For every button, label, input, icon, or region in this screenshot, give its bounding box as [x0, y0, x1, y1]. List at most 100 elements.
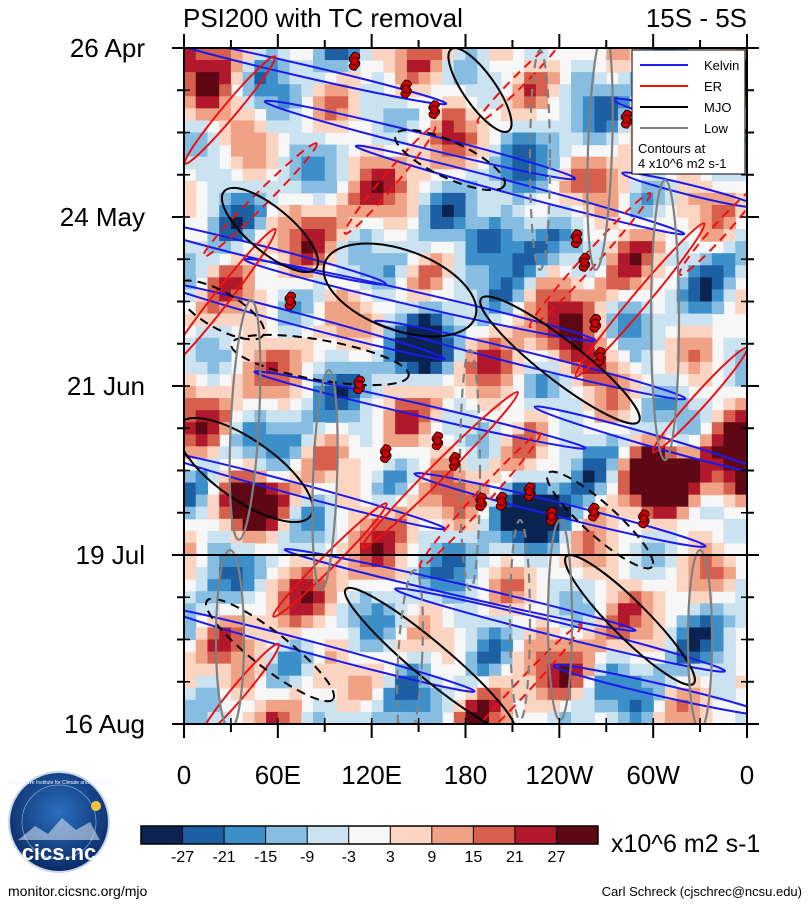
shading-cell	[735, 289, 747, 303]
shading-cell	[500, 482, 514, 496]
shading-cell	[395, 542, 408, 556]
shading-cell	[477, 72, 490, 85]
shading-cell	[195, 482, 209, 496]
shading-cell	[242, 458, 255, 472]
shading-cell	[617, 675, 631, 689]
shading-cell	[676, 579, 689, 592]
shading-cell	[606, 241, 619, 254]
shading-cell	[500, 132, 514, 146]
shading-cell	[324, 530, 338, 544]
shading-cell	[559, 301, 572, 315]
shading-cell	[371, 156, 384, 170]
shading-cell	[383, 675, 396, 689]
shading-cell	[442, 699, 455, 713]
shading-cell	[617, 60, 631, 73]
y-tick-label: 19 Jul	[76, 540, 145, 570]
shading-cell	[676, 627, 689, 641]
shading-cell	[477, 277, 490, 291]
shading-cell	[524, 567, 537, 580]
shading-cell	[313, 518, 326, 532]
shading-cell	[371, 180, 384, 194]
mjo-contour	[343, 586, 517, 724]
shading-cell	[571, 349, 584, 363]
shading-cell	[723, 603, 736, 616]
shading-cell	[301, 542, 314, 556]
shading-cell	[348, 699, 361, 713]
shading-cell	[559, 313, 572, 327]
shading-cell	[582, 530, 596, 544]
shading-cell	[664, 542, 678, 556]
shading-cell	[535, 639, 549, 653]
shading-cell	[219, 313, 232, 327]
shading-cell	[336, 434, 349, 447]
colorbar-swatch	[473, 826, 516, 844]
shading-cell	[383, 530, 396, 544]
shading-cell	[254, 168, 267, 182]
shading-cell	[242, 530, 255, 544]
shading-cell	[617, 156, 631, 170]
shading-cell	[465, 373, 478, 387]
shading-cell	[653, 627, 666, 641]
shading-cell	[418, 313, 431, 327]
shading-cell	[406, 651, 420, 665]
shading-cell	[254, 120, 267, 134]
shading-cell	[547, 72, 560, 85]
shading-cell	[184, 699, 197, 713]
shading-cell	[571, 458, 584, 472]
shading-cell	[617, 482, 631, 496]
shading-cell	[266, 422, 279, 435]
shading-cell	[641, 470, 654, 484]
shading-cell	[266, 156, 279, 170]
shading-cell	[500, 48, 514, 61]
shading-cell	[442, 156, 455, 170]
shading-cell	[383, 313, 396, 327]
shading-cell	[313, 361, 326, 375]
shading-cell	[547, 204, 560, 218]
shading-cell	[653, 325, 666, 339]
shading-cell	[688, 313, 701, 327]
shading-cell	[442, 313, 455, 327]
shading-cell	[700, 615, 713, 629]
shading-cell	[488, 675, 502, 689]
shading-cell	[430, 639, 443, 653]
shading-cell	[453, 615, 467, 629]
shading-cell	[453, 253, 467, 266]
shading-cell	[488, 229, 502, 242]
shading-cell	[512, 108, 525, 122]
cicsnc-logo: Cooperative Institute for Climate and Sa…	[8, 771, 111, 873]
shading-cell	[688, 603, 701, 616]
shading-cell	[184, 108, 197, 122]
footer-url[interactable]: monitor.cicsnc.org/mjo	[8, 883, 147, 899]
shading-cell	[383, 470, 396, 484]
shading-cell	[617, 687, 631, 701]
shading-cell	[254, 579, 267, 592]
shading-cell	[289, 144, 302, 158]
shading-cell	[711, 639, 725, 653]
shading-cell	[406, 349, 420, 363]
shading-cell	[230, 72, 244, 85]
tc-marker	[379, 444, 392, 464]
shading-cell	[582, 458, 596, 472]
shading-cell	[289, 518, 302, 532]
shading-cell	[653, 542, 666, 556]
shading-cell	[594, 108, 607, 122]
shading-cell	[418, 277, 431, 291]
shading-cell	[195, 84, 209, 97]
shading-cell	[524, 518, 537, 532]
shading-cell	[359, 168, 373, 182]
shading-cell	[207, 373, 220, 387]
shading-cell	[723, 482, 736, 496]
shading-cell	[488, 458, 502, 472]
shading-cell	[406, 530, 420, 544]
shading-cell	[336, 144, 349, 158]
shading-cell	[418, 204, 431, 218]
shading-cell	[524, 398, 537, 411]
shading-cell	[453, 398, 467, 411]
shading-cell	[301, 711, 314, 724]
shading-cell	[500, 675, 514, 689]
shading-cell	[606, 386, 619, 399]
shading-cell	[383, 482, 396, 496]
shading-cell	[512, 651, 525, 665]
shading-cell	[336, 494, 349, 508]
shading-cell	[207, 180, 220, 194]
